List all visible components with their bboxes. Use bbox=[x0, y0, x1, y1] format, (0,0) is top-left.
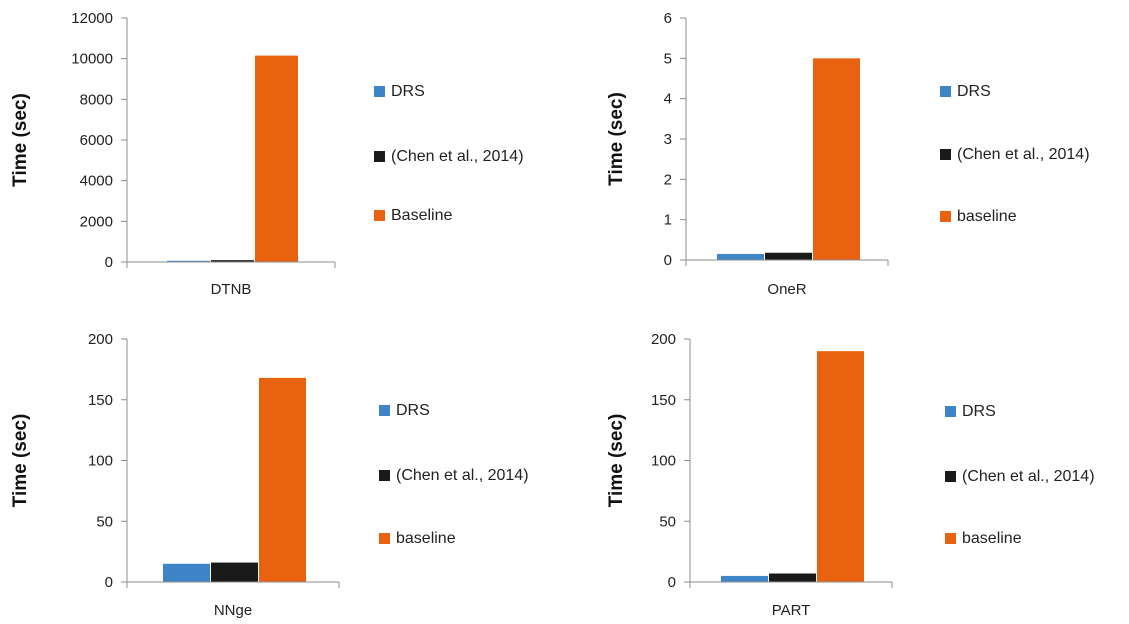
panel-oner-y-tick-label: 6 bbox=[664, 10, 672, 27]
panel-part-y-tick-label: 0 bbox=[668, 574, 676, 591]
panel-nnge-legend-swatch bbox=[379, 405, 390, 416]
panel-dtnb-category-label: DTNB bbox=[211, 281, 252, 298]
panel-oner-bar-baseline bbox=[813, 58, 860, 261]
panel-part-bar-chen-2014 bbox=[769, 573, 816, 582]
panel-part-legend-swatch bbox=[945, 533, 956, 544]
panel-oner-legend-swatch bbox=[940, 211, 951, 222]
panel-dtnb-bar-baseline bbox=[255, 55, 298, 262]
panel-oner-category-label: OneR bbox=[767, 281, 806, 298]
panel-part-y-axis-title: Time (sec) bbox=[606, 414, 627, 508]
panel-dtnb-y-tick-label: 8000 bbox=[80, 91, 113, 108]
panel-dtnb-legend-swatch bbox=[374, 151, 385, 162]
panel-nnge-y-axis-title: Time (sec) bbox=[10, 414, 31, 508]
panel-part-bar-drs bbox=[721, 575, 768, 582]
panel-part-legend-label: (Chen et al., 2014) bbox=[962, 468, 1095, 485]
panel-nnge-bar-drs bbox=[163, 563, 210, 582]
panel-nnge-y-tick-label: 200 bbox=[88, 331, 113, 348]
panel-oner-y-tick-label: 1 bbox=[664, 212, 672, 229]
panel-part-legend-swatch bbox=[945, 471, 956, 482]
panel-nnge-legend-swatch bbox=[379, 470, 390, 481]
panel-nnge-legend-label: DRS bbox=[396, 402, 430, 419]
panel-nnge-y-tick-label: 150 bbox=[88, 392, 113, 409]
panel-dtnb-y-tick-label: 10000 bbox=[71, 51, 113, 68]
panel-part-y-tick-label: 200 bbox=[651, 331, 676, 348]
panel-nnge-y-tick-label: 0 bbox=[105, 574, 113, 591]
panel-part-bar-baseline bbox=[817, 351, 864, 582]
panel-oner-legend-swatch bbox=[940, 149, 951, 160]
panel-oner-bar-chen-2014 bbox=[765, 252, 812, 260]
panel-part-legend-swatch bbox=[945, 406, 956, 417]
panel-oner-y-tick-label: 3 bbox=[664, 131, 672, 148]
panel-oner-y-tick-label: 5 bbox=[664, 50, 672, 67]
panel-oner-y-tick-label: 2 bbox=[664, 171, 672, 188]
panel-dtnb-y-tick-label: 6000 bbox=[80, 132, 113, 149]
panel-part-y-tick-label: 50 bbox=[659, 513, 676, 530]
panel-dtnb-y-tick-label: 0 bbox=[105, 254, 113, 271]
panel-nnge-legend-swatch bbox=[379, 533, 390, 544]
panel-dtnb-y-tick-label: 2000 bbox=[80, 213, 113, 230]
panel-oner-bar-drs bbox=[717, 253, 764, 260]
panel-dtnb-y-tick-label: 12000 bbox=[71, 10, 113, 27]
panel-nnge-y-tick-label: 100 bbox=[88, 453, 113, 470]
panel-dtnb-legend-swatch bbox=[374, 210, 385, 221]
panel-dtnb-legend-label: (Chen et al., 2014) bbox=[391, 148, 524, 165]
panel-part-legend-label: baseline bbox=[962, 530, 1022, 547]
panel-part-legend-label: DRS bbox=[962, 403, 996, 420]
panel-dtnb-y-axis-title: Time (sec) bbox=[10, 93, 31, 187]
panel-oner-legend-label: (Chen et al., 2014) bbox=[957, 146, 1090, 163]
panel-dtnb-legend-label: DRS bbox=[391, 83, 425, 100]
panel-dtnb-y-tick-label: 4000 bbox=[80, 173, 113, 190]
panel-dtnb-bar-drs bbox=[167, 260, 210, 262]
panel-oner-y-axis-title: Time (sec) bbox=[606, 92, 627, 186]
panel-dtnb-bar-chen-2014 bbox=[211, 260, 254, 262]
panel-oner-legend-swatch bbox=[940, 86, 951, 97]
panel-oner-y-tick-label: 0 bbox=[664, 252, 672, 269]
panel-nnge-bar-baseline bbox=[259, 377, 306, 582]
panel-part-y-tick-label: 100 bbox=[651, 453, 676, 470]
panel-dtnb-legend-swatch bbox=[374, 86, 385, 97]
panel-oner-legend-label: baseline bbox=[957, 208, 1017, 225]
panel-dtnb-legend-label: Baseline bbox=[391, 207, 452, 224]
panel-nnge-bar-chen-2014 bbox=[211, 562, 258, 582]
panel-nnge-y-tick-label: 50 bbox=[96, 513, 113, 530]
panel-nnge-category-label: NNge bbox=[214, 602, 252, 619]
panel-part-category-label: PART bbox=[772, 602, 811, 619]
panel-oner-y-tick-label: 4 bbox=[664, 91, 672, 108]
panel-part-y-tick-label: 150 bbox=[651, 392, 676, 409]
panel-nnge-legend-label: (Chen et al., 2014) bbox=[396, 467, 529, 484]
panel-nnge-legend-label: baseline bbox=[396, 530, 456, 547]
panel-oner-legend-label: DRS bbox=[957, 83, 991, 100]
